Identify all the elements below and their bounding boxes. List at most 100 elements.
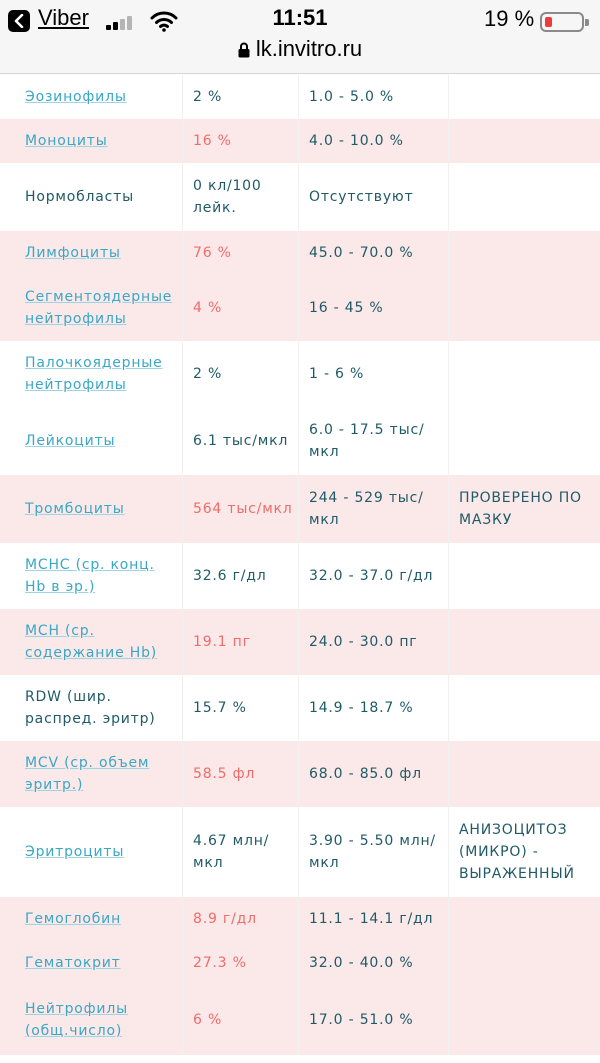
result-value-cell: 27.3 % bbox=[182, 941, 298, 985]
reference-range-cell: 244 - 529 тыс/мкл bbox=[298, 475, 448, 543]
result-value-cell: 564 тыс/мкл bbox=[182, 475, 298, 543]
result-value: 4 % bbox=[193, 300, 223, 316]
table-row: Эозинофилы 2 % 1.0 - 5.0 % bbox=[0, 75, 600, 119]
reference-range-cell: Отсутствуют bbox=[298, 163, 448, 231]
result-value-cell: 76 % bbox=[182, 231, 298, 275]
result-comment-cell bbox=[448, 897, 600, 941]
test-name-link[interactable]: Гемоглобин bbox=[25, 911, 122, 927]
test-name-link-cell: Эритроциты bbox=[0, 807, 182, 897]
test-name-link[interactable]: MCV (ср. объем эритр.) bbox=[25, 755, 150, 793]
result-value-cell: 6.1 тыс/мкл bbox=[182, 407, 298, 475]
result-value-cell: 2 % bbox=[182, 75, 298, 119]
battery-percent: 19 % bbox=[484, 6, 535, 31]
test-name-link[interactable]: Моноциты bbox=[25, 133, 108, 149]
test-name-link[interactable]: Тромбоциты bbox=[25, 501, 125, 517]
reference-range: 45.0 - 70.0 % bbox=[309, 245, 414, 261]
reference-range: 6.0 - 17.5 тыс/мкл bbox=[309, 422, 425, 460]
result-value: 564 тыс/мкл bbox=[193, 501, 293, 517]
battery-level-fill bbox=[545, 17, 552, 27]
reference-range-cell: 32.0 - 40.0 % bbox=[298, 941, 448, 985]
reference-range: 17.0 - 51.0 % bbox=[309, 1012, 414, 1028]
reference-range-cell: 6.0 - 17.5 тыс/мкл bbox=[298, 407, 448, 475]
result-comment-cell bbox=[448, 275, 600, 341]
lock-icon bbox=[238, 42, 250, 58]
result-value: 16 % bbox=[193, 133, 232, 149]
result-value-cell: 58.5 фл bbox=[182, 741, 298, 807]
test-name-link-cell: Моноциты bbox=[0, 119, 182, 163]
result-value: 27.3 % bbox=[193, 955, 247, 971]
result-comment-cell bbox=[448, 341, 600, 407]
result-value: 2 % bbox=[193, 366, 223, 382]
result-value-cell: 4 % bbox=[182, 275, 298, 341]
reference-range-cell: 1 - 6 % bbox=[298, 341, 448, 407]
reference-range-cell: 3.90 - 5.50 млн/мкл bbox=[298, 807, 448, 897]
reference-range-cell: 32.0 - 37.0 г/дл bbox=[298, 543, 448, 609]
table-row: Моноциты 16 % 4.0 - 10.0 % bbox=[0, 119, 600, 163]
test-name-link-cell: MCV (ср. объем эритр.) bbox=[0, 741, 182, 807]
test-name-link[interactable]: Эритроциты bbox=[25, 844, 125, 860]
result-comment-cell bbox=[448, 941, 600, 985]
test-name-link[interactable]: Лимфоциты bbox=[25, 245, 121, 261]
result-comment-cell: АНИЗОЦИТОЗ (МИКРО) - ВЫРАЖЕННЫЙ bbox=[448, 807, 600, 897]
reference-range: 68.0 - 85.0 фл bbox=[309, 766, 422, 782]
test-name-link-cell: Тромбоциты bbox=[0, 475, 182, 543]
result-comment-cell bbox=[448, 609, 600, 675]
test-name-cell: Нормобласты bbox=[0, 163, 182, 231]
reference-range: 32.0 - 40.0 % bbox=[309, 955, 414, 971]
address-bar[interactable]: lk.invitro.ru bbox=[0, 36, 600, 62]
test-name-link[interactable]: Сегментоядерные нейтрофилы bbox=[25, 289, 173, 327]
test-name-link[interactable]: Нейтрофилы (общ.число) bbox=[25, 1001, 128, 1039]
result-value-cell: 0 кл/100 лейк. bbox=[182, 163, 298, 231]
back-arrow-icon[interactable] bbox=[8, 10, 30, 32]
back-to-app-link[interactable]: Viber bbox=[38, 5, 89, 30]
table-row: Эритроциты 4.67 млн/мкл 3.90 - 5.50 млн/мк… bbox=[0, 807, 600, 897]
table-row: Нормобласты 0 кл/100 лейк. Отсутствуют bbox=[0, 163, 600, 231]
reference-range-cell: 17.0 - 51.0 % bbox=[298, 985, 448, 1055]
result-comment-cell bbox=[448, 741, 600, 807]
reference-range-cell: 24.0 - 30.0 пг bbox=[298, 609, 448, 675]
result-value: 76 % bbox=[193, 245, 232, 261]
reference-range: Отсутствуют bbox=[309, 189, 414, 205]
table-row: Палочкоядерные нейтрофилы 2 % 1 - 6 % bbox=[0, 341, 600, 407]
result-value-cell: 19.1 пг bbox=[182, 609, 298, 675]
table-row: Лейкоциты 6.1 тыс/мкл 6.0 - 17.5 тыс/мкл bbox=[0, 407, 600, 475]
result-comment-cell bbox=[448, 543, 600, 609]
test-name-link-cell: Нейтрофилы (общ.число) bbox=[0, 985, 182, 1055]
table-row: Лимфоциты 76 % 45.0 - 70.0 % bbox=[0, 231, 600, 275]
test-name-link[interactable]: MCHC (ср. конц. Hb в эр.) bbox=[25, 557, 155, 595]
result-comment-cell bbox=[448, 675, 600, 741]
result-comment: АНИЗОЦИТОЗ (МИКРО) - ВЫРАЖЕННЫЙ bbox=[459, 822, 575, 882]
test-name-link-cell: MCH (ср. содержание Hb) bbox=[0, 609, 182, 675]
results-table: Эозинофилы 2 % 1.0 - 5.0 % Моноциты 16 % 4.0 … bbox=[0, 75, 600, 1055]
test-name-link[interactable]: Палочкоядерные нейтрофилы bbox=[25, 355, 163, 393]
reference-range: 14.9 - 18.7 % bbox=[309, 700, 414, 716]
result-comment-cell bbox=[448, 75, 600, 119]
test-name-link[interactable]: Эозинофилы bbox=[25, 89, 127, 105]
table-row: MCHC (ср. конц. Hb в эр.) 32.6 г/дл 32.0 -… bbox=[0, 543, 600, 609]
test-name-link-cell: Гемоглобин bbox=[0, 897, 182, 941]
reference-range-cell: 11.1 - 14.1 г/дл bbox=[298, 897, 448, 941]
result-value: 6 % bbox=[193, 1012, 223, 1028]
status-bar: Viber 11:51 19 % lk.invitro.ru bbox=[0, 0, 600, 74]
result-value-cell: 15.7 % bbox=[182, 675, 298, 741]
result-comment-cell bbox=[448, 985, 600, 1055]
reference-range: 32.0 - 37.0 г/дл bbox=[309, 568, 434, 584]
result-value: 6.1 тыс/мкл bbox=[193, 433, 289, 449]
result-value: 4.67 млн/мкл bbox=[193, 833, 270, 871]
reference-range: 244 - 529 тыс/мкл bbox=[309, 490, 424, 528]
reference-range: 24.0 - 30.0 пг bbox=[309, 634, 418, 650]
test-name-link-cell: Гематокрит bbox=[0, 941, 182, 985]
test-name-link[interactable]: Гематокрит bbox=[25, 955, 121, 971]
page-url: lk.invitro.ru bbox=[255, 36, 363, 61]
result-value: 0 кл/100 лейк. bbox=[193, 178, 262, 216]
test-name: RDW (шир. распред. эритр) bbox=[25, 689, 156, 727]
test-name-link-cell: MCHC (ср. конц. Hb в эр.) bbox=[0, 543, 182, 609]
reference-range-cell: 4.0 - 10.0 % bbox=[298, 119, 448, 163]
result-value-cell: 8.9 г/дл bbox=[182, 897, 298, 941]
result-comment-cell bbox=[448, 119, 600, 163]
test-name-link[interactable]: MCH (ср. содержание Hb) bbox=[25, 623, 158, 661]
reference-range: 4.0 - 10.0 % bbox=[309, 133, 404, 149]
test-name-link[interactable]: Лейкоциты bbox=[25, 433, 116, 449]
result-comment-cell: ПРОВЕРЕНО ПО МАЗКУ bbox=[448, 475, 600, 543]
test-name-cell: RDW (шир. распред. эритр) bbox=[0, 675, 182, 741]
